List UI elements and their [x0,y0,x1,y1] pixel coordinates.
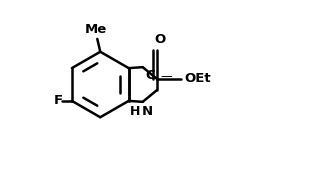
Text: H: H [130,105,141,118]
Text: C: C [145,69,155,82]
Text: Me: Me [85,23,107,36]
Text: —: — [160,70,172,83]
Text: OEt: OEt [185,72,211,85]
Text: O: O [154,33,165,46]
Text: F: F [53,94,62,107]
Text: N: N [142,105,153,118]
